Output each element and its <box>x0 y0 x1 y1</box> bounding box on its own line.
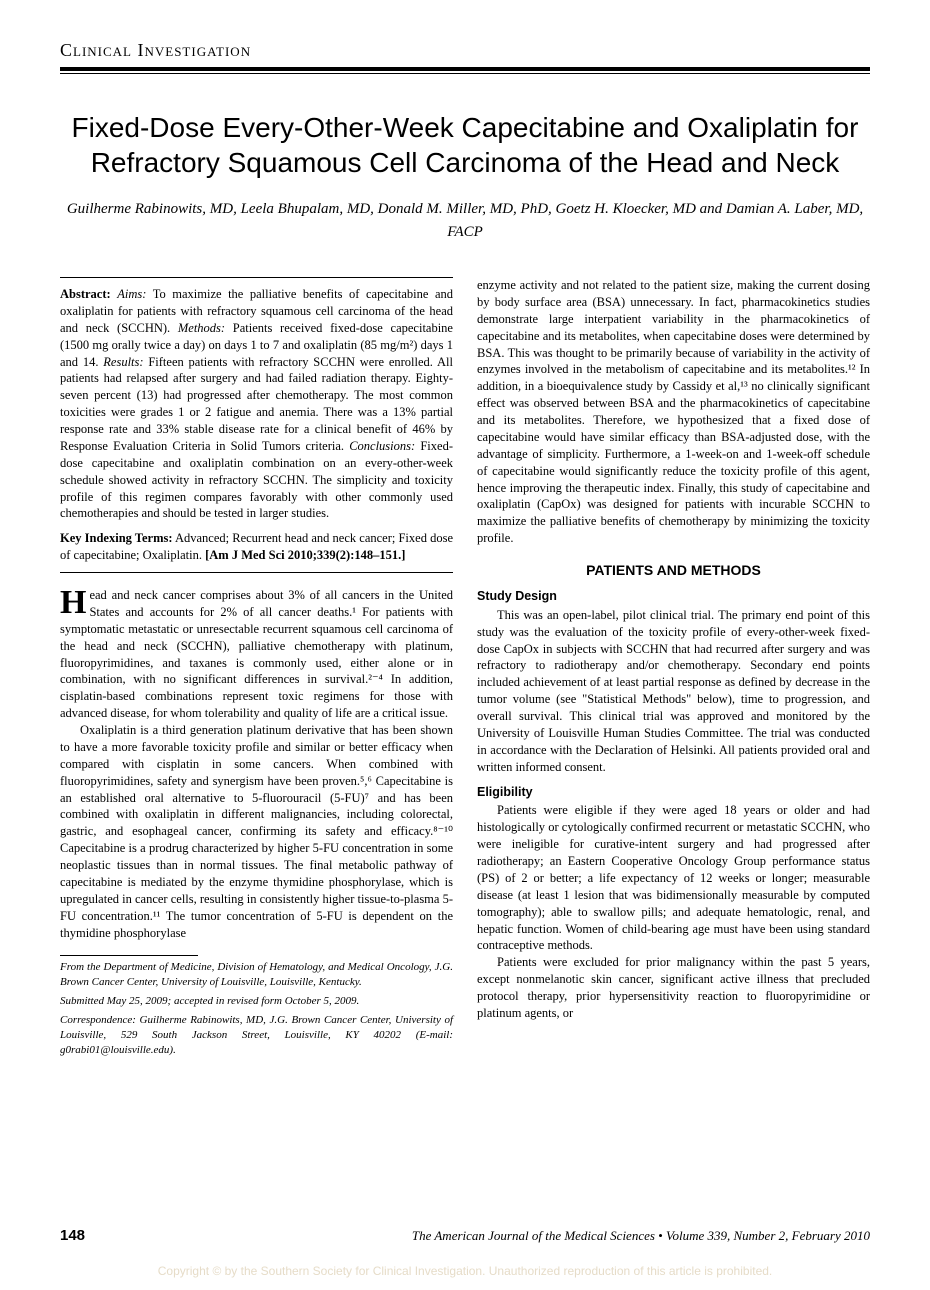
journal-citation: The American Journal of the Medical Scie… <box>412 1228 870 1244</box>
study-design-text: This was an open-label, pilot clinical t… <box>477 607 870 776</box>
abstract-footer: Key Indexing Terms: Advanced; Recurrent … <box>60 530 453 573</box>
eligibility-heading: Eligibility <box>477 784 870 801</box>
page-number: 148 <box>60 1227 85 1244</box>
abstract-paragraph: Abstract: Aims: To maximize the palliati… <box>60 286 453 522</box>
left-column: Abstract: Aims: To maximize the palliati… <box>60 277 453 1057</box>
footnote-submitted: Submitted May 25, 2009; accepted in revi… <box>60 994 453 1009</box>
authors-line: Guilherme Rabinowits, MD, Leela Bhupalam… <box>60 198 870 243</box>
eligibility-p2: Patients were excluded for prior maligna… <box>477 954 870 1022</box>
footnote-divider <box>60 955 198 956</box>
abstract-citation: [Am J Med Sci 2010;339(2):148–151.] <box>205 548 405 562</box>
dropcap: H <box>60 587 89 618</box>
intro-p1: Head and neck cancer comprises about 3% … <box>60 587 453 722</box>
section-header-rule <box>60 73 870 74</box>
intro-p2: Oxaliplatin is a third generation platin… <box>60 722 453 941</box>
results-label: Results: <box>103 355 143 369</box>
article-title: Fixed-Dose Every-Other-Week Capecitabine… <box>70 110 860 180</box>
study-design-heading: Study Design <box>477 588 870 605</box>
abstract-block: Abstract: Aims: To maximize the palliati… <box>60 277 453 522</box>
conclusions-label: Conclusions: <box>349 439 415 453</box>
page-footer: 148 The American Journal of the Medical … <box>60 1227 870 1244</box>
abstract-label: Abstract: <box>60 287 111 301</box>
methods-label: Methods: <box>178 321 225 335</box>
right-column: enzyme activity and not related to the p… <box>477 277 870 1057</box>
key-terms: Key Indexing Terms: Advanced; Recurrent … <box>60 530 453 564</box>
key-terms-label: Key Indexing Terms: <box>60 531 173 545</box>
intro-p3: enzyme activity and not related to the p… <box>477 277 870 547</box>
section-header: Clinical Investigation <box>60 40 870 71</box>
body-columns: Abstract: Aims: To maximize the palliati… <box>60 277 870 1057</box>
footnote-affiliation: From the Department of Medicine, Divisio… <box>60 960 453 990</box>
methods-heading: PATIENTS AND METHODS <box>477 561 870 580</box>
aims-label: Aims: <box>117 287 146 301</box>
footnote-correspondence: Correspondence: Guilherme Rabinowits, MD… <box>60 1013 453 1058</box>
intro-p1-text: ead and neck cancer comprises about 3% o… <box>60 588 453 720</box>
copyright-notice: Copyright © by the Southern Society for … <box>0 1264 930 1278</box>
eligibility-p1: Patients were eligible if they were aged… <box>477 802 870 954</box>
